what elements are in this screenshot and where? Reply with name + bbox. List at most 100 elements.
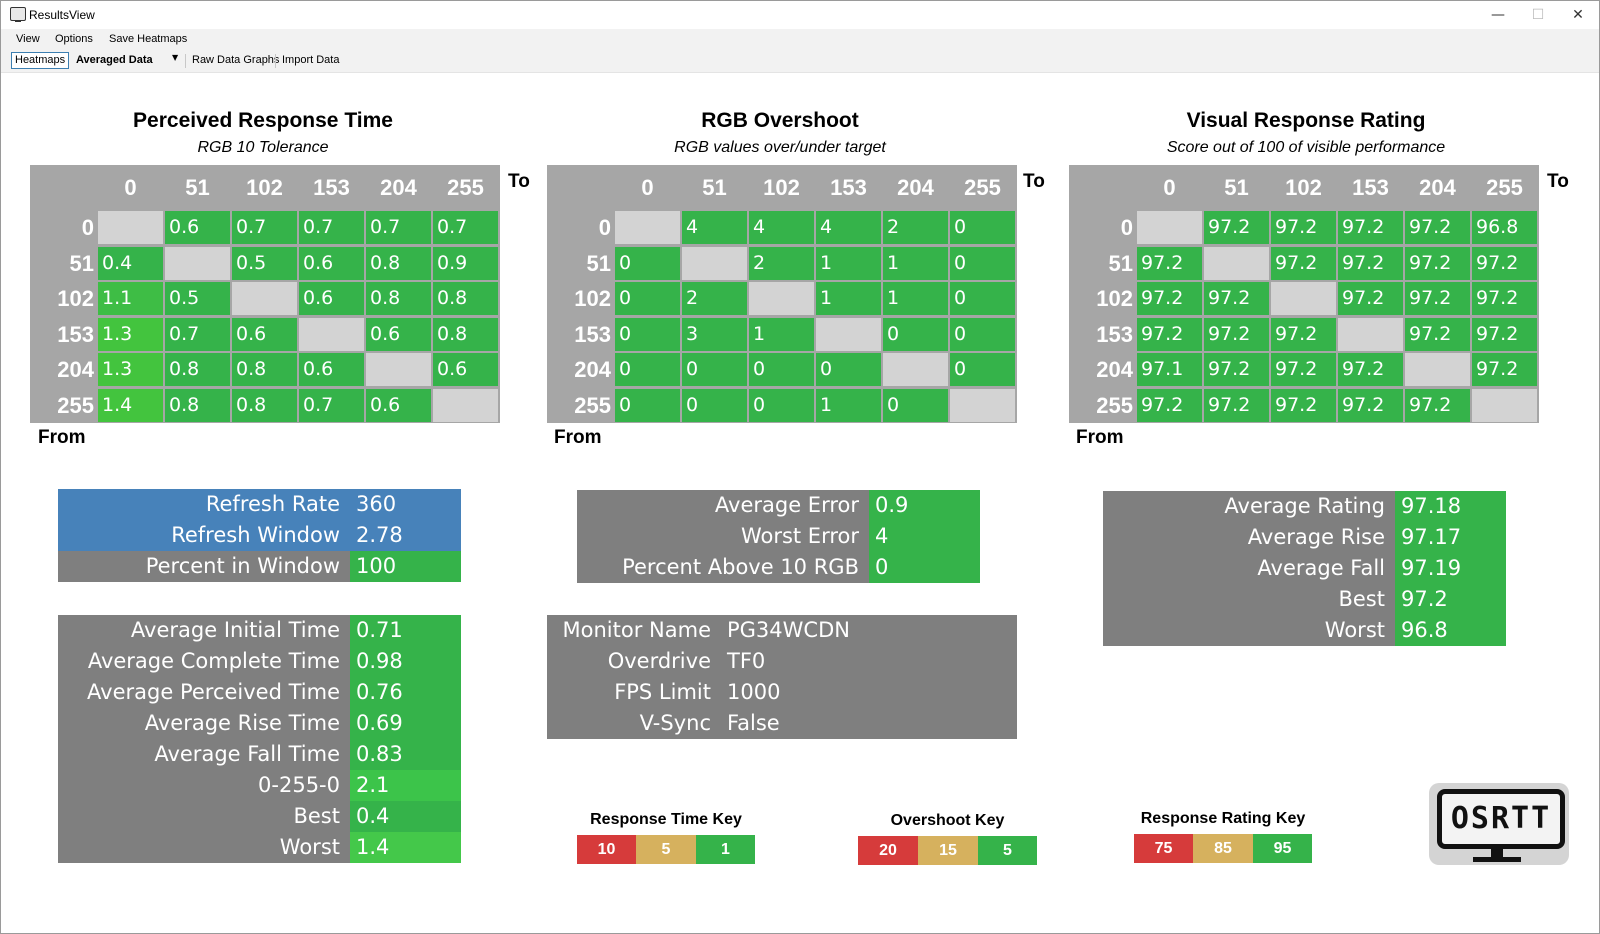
monitor-logo-icon: OSRTT: [1429, 783, 1569, 865]
heatmap-row-header: 102: [574, 286, 611, 311]
stat-value: 1.4: [350, 832, 461, 863]
heatmap-cell: 97.2: [1472, 246, 1537, 280]
heatmap-response-time: 0 51 102 153 204 255 0 0.6 0.7 0.7 0.7 0.7 51 0.4 0.5 0…: [30, 165, 500, 423]
logo-base: [1473, 857, 1521, 862]
stat-row: V-Sync False: [547, 708, 1017, 739]
heatmap-cell: 0.6: [366, 388, 431, 422]
stat-value: TF0: [721, 646, 1017, 677]
stat-value: 1000: [721, 677, 1017, 708]
heatmap-cell: 97.2: [1338, 246, 1403, 280]
heatmap-rating: 0 51 102 153 204 255 0 97.2 97.2 97.2 97.2 96.8 51 97…: [1069, 165, 1539, 423]
menu-bar: View Options Save Heatmaps: [1, 29, 1599, 49]
maximize-button[interactable]: ☐: [1531, 7, 1545, 23]
stat-value: 97.19: [1395, 553, 1506, 584]
heatmap-cell: 1: [883, 246, 948, 280]
heatmap-cell: 97.2: [1271, 317, 1336, 351]
stat-row: Refresh Rate 360: [58, 489, 461, 520]
stat-label: Average Rise: [1103, 522, 1395, 553]
stat-row: Average Initial Time 0.71: [58, 615, 461, 646]
monitor-info-panel: Monitor Name PG34WCDN Overdrive TF0 FPS Limi…: [547, 615, 1017, 739]
stat-label: Best: [58, 801, 350, 832]
raw-data-graphs-button[interactable]: Raw Data Graphs: [192, 54, 280, 66]
heatmap-cell-empty: [1338, 317, 1403, 351]
heatmap-cell: 0.8: [433, 282, 498, 315]
heatmap-cell: 0.5: [232, 246, 297, 280]
heatmap-cell: 97.2: [1204, 353, 1269, 386]
heatmap-cell: 0.6: [299, 353, 364, 386]
heatmap-cell: 0: [950, 282, 1015, 315]
heatmap-row-header: 0: [598, 215, 611, 240]
minimize-button[interactable]: —: [1491, 7, 1505, 23]
heatmap-cell-empty: [299, 317, 364, 351]
stat-label: Worst: [58, 832, 350, 863]
stat-row: Best 97.2: [1103, 584, 1506, 615]
heatmap-column-header: 153: [1352, 175, 1389, 200]
heatmap-cell: 0: [615, 353, 680, 386]
heatmap-cell: 97.2: [1204, 211, 1269, 244]
mode-select[interactable]: Averaged Data: [76, 54, 153, 66]
heatmap-title-overshoot: RGB Overshoot: [701, 109, 859, 132]
heatmap-cell: 1.4: [98, 388, 163, 422]
heatmap-row-header: 51: [586, 250, 611, 276]
stat-label: Best: [1103, 584, 1395, 615]
stat-row: Worst Error 4: [577, 521, 980, 552]
menu-view[interactable]: View: [16, 33, 40, 45]
heatmap-subtitle-overshoot: RGB values over/under target: [674, 139, 886, 156]
overshoot-error-panel: Average Error 0.9 Worst Error 4 Percent Abov…: [577, 490, 980, 583]
heatmap-row-header: 255: [1096, 392, 1133, 418]
heatmap-column-header: 204: [897, 175, 934, 200]
heatmap-row-header: 204: [57, 357, 94, 382]
toolbar-separator: [185, 54, 186, 68]
heatmap-cell-empty: [682, 246, 747, 280]
heatmap-cell: 97.2: [1271, 246, 1336, 280]
heatmap-cell-empty: [232, 282, 297, 315]
menu-options[interactable]: Options: [55, 33, 93, 45]
close-button[interactable]: ✕: [1572, 7, 1584, 23]
key-swatch-red: 75: [1134, 834, 1193, 863]
refresh-panel: Refresh Rate 360 Refresh Window 2.78 Percent…: [58, 489, 461, 582]
heatmap-cell: 0.8: [232, 353, 297, 386]
to-label: To: [1023, 171, 1045, 192]
heatmap-title-rating: Visual Response Rating: [1186, 109, 1426, 132]
menu-save-heatmaps[interactable]: Save Heatmaps: [109, 33, 188, 45]
import-data-button[interactable]: Import Data: [282, 54, 340, 66]
heatmap-cell-empty: [883, 353, 948, 386]
heatmap-cell: 0.6: [232, 317, 297, 351]
heatmap-cell: 0.7: [232, 211, 297, 244]
heatmap-row-header: 204: [1096, 357, 1133, 382]
heatmap-cell: 0.6: [433, 353, 498, 386]
heatmap-cell: 97.2: [1137, 388, 1202, 422]
heatmap-cell: 0.8: [165, 353, 230, 386]
heatmap-cell: 4: [749, 211, 814, 244]
rating-panel: Average Rating 97.18 Average Rise 97.17 Aver…: [1103, 491, 1506, 646]
heatmap-cell: 97.2: [1137, 282, 1202, 315]
heatmap-cell: 0: [749, 388, 814, 422]
heatmap-cell: 1: [816, 388, 881, 422]
stat-label: Worst: [1103, 615, 1395, 646]
heatmap-cell: 0: [682, 388, 747, 422]
heatmap-cell: 97.2: [1405, 211, 1470, 244]
heatmap-cell-empty: [816, 317, 881, 351]
heatmap-cell: 97.2: [1204, 317, 1269, 351]
stat-value: 0.69: [350, 708, 461, 739]
stat-label: Average Initial Time: [58, 615, 350, 646]
key-swatch-yellow: 85: [1193, 834, 1253, 863]
heatmap-row-header: 51: [1108, 250, 1133, 276]
heatmap-column-header: 102: [763, 175, 800, 200]
heatmap-cell: 97.2: [1271, 353, 1336, 386]
chevron-down-icon[interactable]: ▼: [172, 53, 179, 62]
heatmap-row-header: 102: [1096, 286, 1133, 311]
heatmap-cell: 0.6: [165, 211, 230, 244]
heatmap-subtitle-response-time: RGB 10 Tolerance: [197, 139, 329, 156]
stat-label: Average Error: [577, 490, 869, 521]
toolbar-separator: [275, 54, 276, 68]
tab-heatmaps[interactable]: Heatmaps: [11, 52, 70, 69]
stat-row: Average Error 0.9: [577, 490, 980, 521]
heatmap-cell: 3: [682, 317, 747, 351]
heatmap-cell: 97.2: [1338, 388, 1403, 422]
stat-value: 4: [869, 521, 980, 552]
heatmap-column-header: 204: [380, 175, 417, 200]
heatmap-cell: 1: [883, 282, 948, 315]
heatmap-cell: 97.2: [1271, 388, 1336, 422]
stat-label: Percent in Window: [58, 551, 350, 582]
